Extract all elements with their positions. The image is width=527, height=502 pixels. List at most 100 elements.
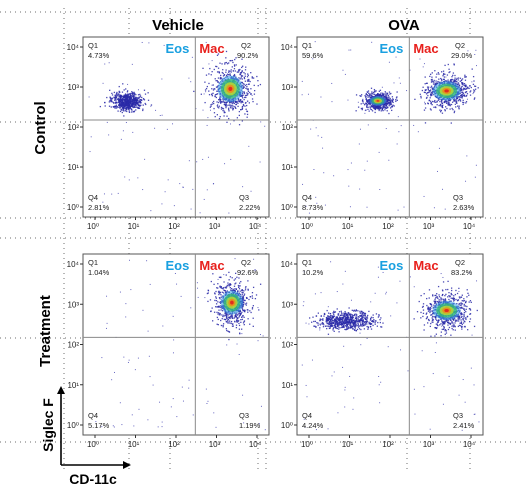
event-dot <box>444 110 446 112</box>
event-dot <box>219 286 221 288</box>
event-dot <box>225 274 227 276</box>
event-dot <box>242 298 245 300</box>
event-dot <box>370 108 373 111</box>
event-dot <box>355 322 357 324</box>
event-dot <box>234 101 237 103</box>
event-dot <box>390 106 393 108</box>
event-dot <box>253 89 256 92</box>
event-dot <box>250 93 252 95</box>
event-dot <box>251 94 253 96</box>
population-mac <box>413 280 478 337</box>
event-dot <box>465 300 467 302</box>
event-dot <box>233 73 236 76</box>
event-dot <box>222 100 224 102</box>
event-dot <box>322 319 324 321</box>
y-tick-label: 10¹ <box>281 163 293 172</box>
event-dot <box>226 63 229 65</box>
event-dot <box>465 100 468 103</box>
event-dot <box>356 317 358 319</box>
event-dot <box>127 93 129 95</box>
event-dot <box>216 90 218 92</box>
event-dot <box>206 85 208 88</box>
event-dot <box>465 95 467 97</box>
event-dot <box>128 359 130 361</box>
event-dot <box>142 109 144 112</box>
event-dot <box>459 306 461 309</box>
event-dot <box>249 310 251 312</box>
event-dot <box>457 105 459 107</box>
event-dot <box>351 326 353 329</box>
event-dot <box>330 318 333 320</box>
event-dot <box>344 406 346 408</box>
event-dot <box>366 337 368 339</box>
event-dot <box>334 323 336 325</box>
event-dot <box>454 293 457 296</box>
event-dot <box>140 101 142 104</box>
event-dot <box>138 107 140 109</box>
event-dot <box>237 284 240 287</box>
event-dot <box>252 77 255 79</box>
event-dot <box>462 92 465 94</box>
event-dot <box>338 328 340 330</box>
event-dot <box>133 110 136 112</box>
event-dot <box>343 326 345 328</box>
event-dot <box>431 72 433 74</box>
event-dot <box>245 304 248 306</box>
event-dot <box>437 80 439 83</box>
event-dot <box>347 169 349 171</box>
event-dot <box>246 76 249 78</box>
event-dot <box>339 320 341 323</box>
event-dot <box>218 72 221 74</box>
event-dot <box>327 333 330 335</box>
event-dot <box>248 145 250 147</box>
event-dot <box>440 105 442 107</box>
event-dot <box>216 65 218 68</box>
event-dot <box>212 84 214 86</box>
event-dot <box>218 117 221 120</box>
event-dot <box>118 93 120 95</box>
event-dot <box>224 62 226 64</box>
event-dot <box>362 319 365 321</box>
event-dot <box>251 98 254 100</box>
event-dot <box>132 100 134 103</box>
event-dot <box>338 318 340 320</box>
event-dot <box>227 104 229 106</box>
event-dot <box>447 63 449 66</box>
event-dot <box>453 99 455 102</box>
event-dot <box>433 79 435 82</box>
event-dot <box>229 315 232 318</box>
event-dot <box>444 299 446 301</box>
event-dot <box>380 110 382 112</box>
event-dot <box>359 188 361 190</box>
event-dot <box>206 189 208 191</box>
event-dot <box>391 100 394 103</box>
event-dot <box>426 316 429 318</box>
density-contour <box>228 86 233 91</box>
event-dot <box>447 103 449 105</box>
event-dot <box>214 95 216 98</box>
event-dot <box>241 289 243 291</box>
event-dot <box>211 103 213 105</box>
event-dot <box>250 190 252 192</box>
event-dot <box>238 114 240 117</box>
event-dot <box>228 212 230 214</box>
event-dot <box>457 316 460 318</box>
event-dot <box>469 94 472 96</box>
event-dot <box>461 313 463 315</box>
event-dot <box>244 299 246 302</box>
event-dot <box>109 96 111 98</box>
event-dot <box>305 322 307 324</box>
event-dot <box>131 109 133 111</box>
event-dot <box>235 316 238 318</box>
event-dot <box>453 298 455 300</box>
event-dot <box>361 323 363 326</box>
event-dot <box>354 310 356 312</box>
event-dot <box>248 80 250 82</box>
event-dot <box>334 318 336 321</box>
event-dot <box>142 309 144 311</box>
event-dot <box>426 304 428 307</box>
event-dot <box>466 305 468 308</box>
event-dot <box>456 102 458 104</box>
event-dot <box>106 96 108 99</box>
event-dot <box>234 316 236 318</box>
